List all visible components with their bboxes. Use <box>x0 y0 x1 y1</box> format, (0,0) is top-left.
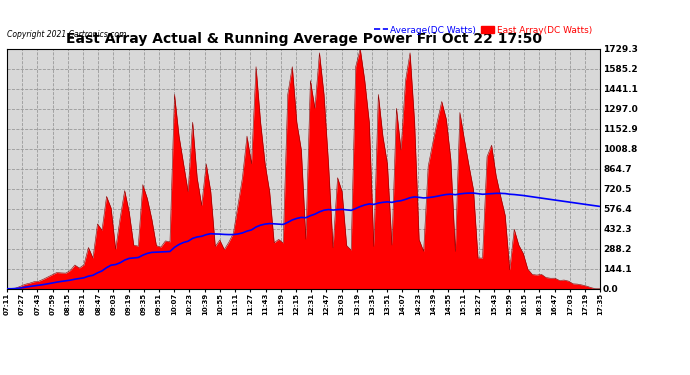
Legend: Average(DC Watts), East Array(DC Watts): Average(DC Watts), East Array(DC Watts) <box>371 22 595 38</box>
Text: Copyright 2021 Cartronics.com: Copyright 2021 Cartronics.com <box>7 30 126 39</box>
Title: East Array Actual & Running Average Power Fri Oct 22 17:50: East Array Actual & Running Average Powe… <box>66 32 542 46</box>
